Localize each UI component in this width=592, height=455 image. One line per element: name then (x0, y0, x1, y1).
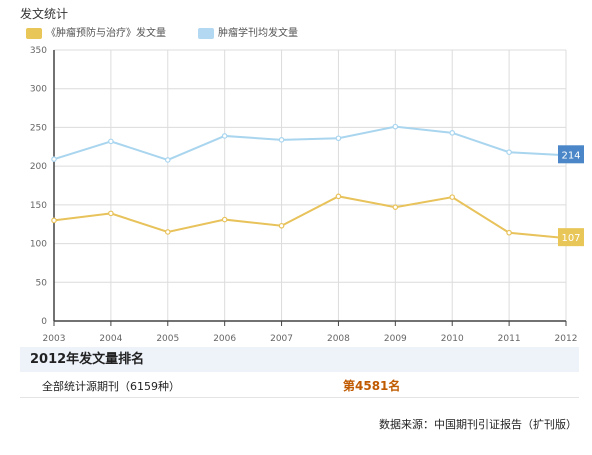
y-tick-label: 250 (30, 123, 47, 133)
page-title: 发文统计 (20, 7, 69, 21)
y-tick-label: 300 (30, 85, 47, 95)
end-label: 214 (561, 150, 580, 161)
end-label: 107 (561, 233, 580, 244)
legend-swatch-journal (26, 28, 42, 39)
data-point-1 (449, 130, 456, 136)
x-tick-label: 2012 (555, 334, 578, 344)
data-point-0 (164, 229, 171, 235)
legend-label-journal: 《肿瘤预防与治疗》发文量 (46, 28, 166, 39)
data-point-1 (335, 135, 342, 142)
data-point-1 (51, 156, 57, 162)
data-point-0 (449, 194, 456, 200)
series-line-0 (53, 195, 567, 240)
ranking-title: 2012年发文量排名 (30, 352, 145, 367)
y-tick-label: 100 (30, 240, 47, 250)
data-point-1 (221, 133, 228, 139)
end-label-box (558, 228, 584, 247)
x-tick-label: 2010 (441, 334, 464, 344)
x-tick-label: 2006 (213, 334, 236, 344)
data-point-1 (506, 149, 512, 156)
data-point-0 (335, 193, 342, 200)
y-tick-label: 200 (30, 162, 47, 172)
x-tick-label: 2004 (99, 334, 122, 344)
data-point-1 (108, 138, 114, 145)
x-tick-label: 2003 (43, 334, 66, 344)
x-tick-label: 2009 (384, 334, 407, 344)
x-tick-label: 2005 (156, 334, 179, 344)
y-tick-label: 150 (30, 201, 47, 211)
x-tick-label: 2008 (327, 334, 350, 344)
data-point-0 (108, 210, 114, 217)
data-point-1 (278, 137, 285, 143)
plot-area (54, 50, 566, 321)
data-point-0 (506, 229, 512, 236)
series-line-1 (53, 125, 567, 162)
x-tick-label: 2007 (270, 334, 293, 344)
data-point-0 (221, 216, 228, 223)
data-point-1 (392, 123, 399, 130)
legend-label-average: 肿瘤学刊均发文量 (218, 28, 298, 39)
ranking-row: 全部统计源期刊（6159种） 第4581名 (20, 375, 579, 398)
ranking-row-value: 第4581名 (343, 379, 401, 393)
data-point-0 (278, 222, 285, 229)
ranking-header: 2012年发文量排名 (20, 347, 579, 372)
legend-swatch-average (198, 28, 214, 39)
y-tick-label: 50 (36, 278, 48, 288)
x-tick-label: 2011 (498, 334, 521, 344)
data-point-1 (164, 157, 171, 163)
end-label-box (558, 145, 584, 164)
ranking-row-label: 全部统计源期刊（6159种） (42, 380, 180, 393)
data-point-0 (392, 204, 399, 210)
line-chart: 0 50 100 150 200 250 300 350 2003 2004 2005 2006 200… (30, 46, 584, 344)
y-tick-label: 350 (30, 46, 47, 56)
data-source: 数据来源：中国期刊引证报告（扩刊版） (379, 418, 577, 431)
data-point-0 (51, 217, 57, 224)
y-tick-label: 0 (41, 317, 47, 327)
